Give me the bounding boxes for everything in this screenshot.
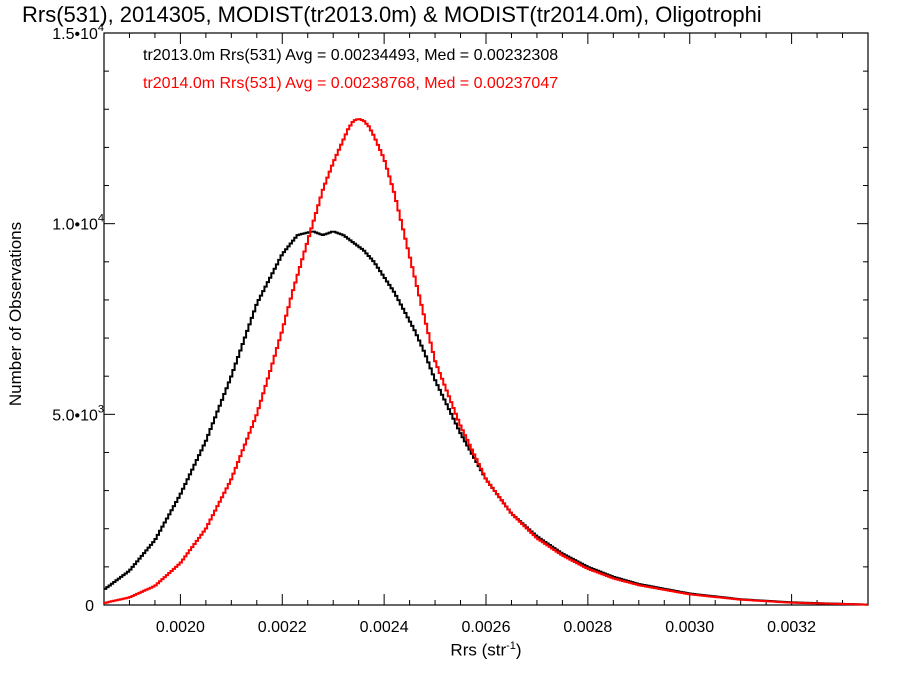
axis-ticks: 0.0020 0.0022 0.0024 0.0026 0.0028 0.0030 0.00… <box>52 22 869 636</box>
x-tick-label-4: 0.0028 <box>563 619 612 636</box>
series-tr2013-0m <box>104 230 869 606</box>
series-tr2014-0m <box>104 118 869 606</box>
y-tick-label-1: 5.0•103 <box>52 403 104 424</box>
y-tick-label-0: 0 <box>85 598 94 615</box>
annotation-1: tr2014.0m Rrs(531) Avg = 0.00238768, Med… <box>143 75 558 92</box>
x-axis-label-end: ) <box>515 640 522 660</box>
y-axis-label: Number of Observations <box>6 221 25 407</box>
y-tick-label-3: 1.5•104 <box>52 22 104 43</box>
x-tick-label-3: 0.0026 <box>462 619 511 636</box>
x-axis-label-base: Rrs (str <box>450 640 507 660</box>
annotations: tr2013.0m Rrs(531) Avg = 0.00234493, Med… <box>143 47 558 92</box>
series-lines <box>104 118 869 606</box>
x-tick-label-2: 0.0024 <box>360 619 409 636</box>
x-axis-label-exponent: -1 <box>506 640 516 652</box>
annotation-0: tr2013.0m Rrs(531) Avg = 0.00234493, Med… <box>143 47 558 64</box>
x-tick-label-0: 0.0020 <box>156 619 205 636</box>
y-tick-label-2: 1.0•104 <box>52 213 104 234</box>
x-tick-label-5: 0.0030 <box>665 619 714 636</box>
x-tick-label-1: 0.0022 <box>258 619 307 636</box>
plot-frame <box>103 32 869 606</box>
chart-title: Rrs(531), 2014305, MODIST(tr2013.0m) & M… <box>22 2 762 27</box>
x-tick-label-6: 0.0032 <box>767 619 816 636</box>
x-axis-label: Rrs (str-1) <box>450 640 521 661</box>
